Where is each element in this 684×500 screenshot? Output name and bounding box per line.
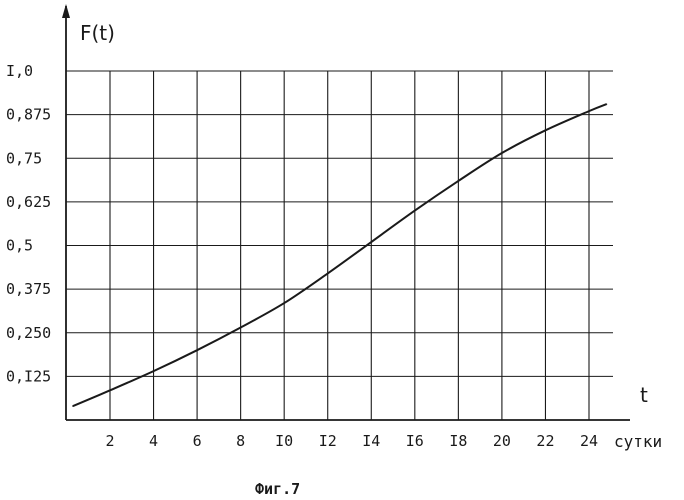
x-tick-label: I6 [406, 432, 424, 450]
x-tick-label: I0 [275, 432, 293, 450]
y-tick-label: 0,75 [6, 149, 42, 167]
x-tick-labels: 2468I0I2I4I6I8202224 [105, 432, 598, 450]
data-point [72, 405, 74, 407]
x-tick-label: I4 [362, 432, 380, 450]
data-point [606, 103, 608, 105]
y-tick-label: 0,250 [6, 324, 51, 342]
x-tick-label: 6 [193, 432, 202, 450]
figure-caption: Фиг.7 [255, 480, 300, 498]
y-tick-label: 0,I25 [6, 367, 51, 385]
y-axis-arrow [62, 4, 70, 18]
series-points [72, 103, 607, 406]
x-tick-label: I2 [319, 432, 337, 450]
grid [66, 71, 613, 420]
y-tick-label: 0,5 [6, 237, 33, 255]
data-point [414, 210, 416, 212]
x-axis-unit: сутки [614, 432, 662, 451]
data-point [283, 302, 285, 304]
x-tick-label: 2 [105, 432, 114, 450]
data-point [153, 370, 155, 372]
x-tick-label: 20 [493, 432, 511, 450]
data-point [327, 273, 329, 275]
y-tick-label: I,0 [6, 62, 33, 80]
y-tick-label: 0,625 [6, 193, 51, 211]
data-point [240, 327, 242, 329]
y-tick-label: 0,375 [6, 280, 51, 298]
y-axis-title: F(t) [80, 21, 115, 45]
data-point [196, 349, 198, 351]
y-tick-label: 0,875 [6, 106, 51, 124]
data-point [545, 130, 547, 132]
data-point [370, 241, 372, 243]
data-point [109, 390, 111, 392]
x-axis-title: t [640, 383, 648, 407]
x-tick-label: 22 [536, 432, 554, 450]
x-tick-label: I8 [449, 432, 467, 450]
x-tick-label: 4 [149, 432, 158, 450]
data-point [501, 152, 503, 154]
x-tick-label: 24 [580, 432, 598, 450]
data-point [458, 180, 460, 182]
y-tick-labels: 0,I25 0,250 0,375 0,5 0,625 0,75 0,875 I,0 [6, 62, 51, 385]
data-point [588, 110, 590, 112]
x-tick-label: 8 [236, 432, 245, 450]
